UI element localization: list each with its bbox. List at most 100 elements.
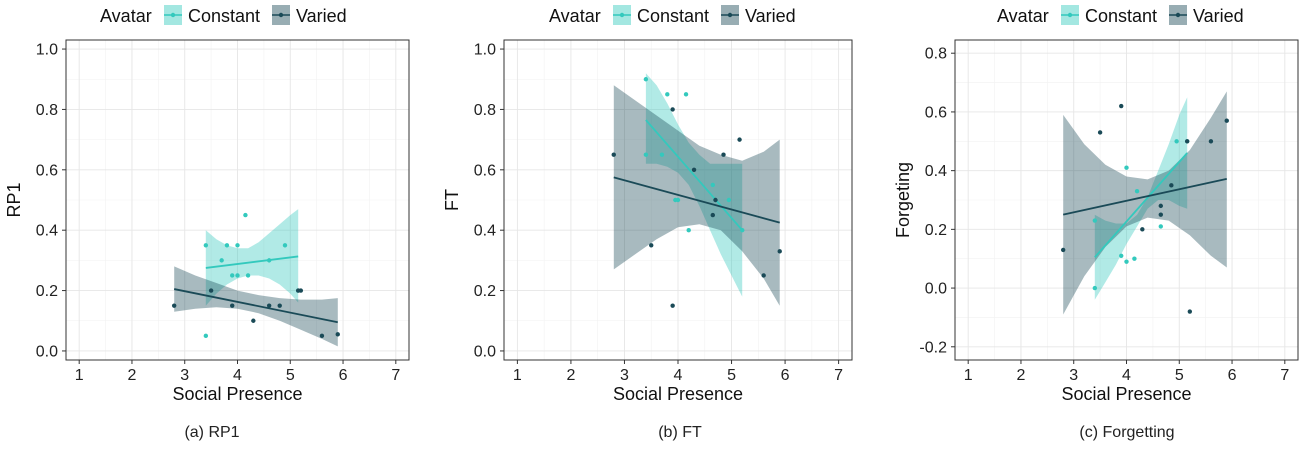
chart-panel-3: 1 2 3 4 5 6 7 -0.2 0.0 0.2 0.4 0.6 0.8 Social Presenc…: [893, 5, 1299, 441]
data-point-varied: [710, 212, 715, 218]
x-tick-label: 2: [566, 367, 575, 384]
chart-panel-1: 1 2 3 4 5 6 7 0.0 0.2 0.4 0.6 0.8 1.0 Social Presence…: [4, 5, 410, 441]
panel-caption: (a) RP1: [184, 424, 239, 441]
data-point-constant: [1174, 139, 1179, 144]
legend-label-constant: Constant: [188, 6, 260, 26]
data-point-constant: [643, 152, 649, 157]
data-point-varied: [691, 167, 697, 173]
y-tick-label: 1.0: [36, 42, 58, 59]
y-tick-label: 0.8: [36, 102, 58, 119]
confidence-band-constant: [1094, 97, 1188, 300]
data-point-varied: [1119, 103, 1124, 109]
panel-caption: (c) Forgetting: [1079, 424, 1174, 441]
legend-key-point: [1175, 12, 1181, 18]
data-point-constant: [219, 258, 224, 263]
data-point-constant: [1092, 218, 1098, 223]
data-point-varied: [1184, 139, 1190, 144]
data-point-constant: [1124, 259, 1129, 264]
x-axis-title: Social Presence: [172, 384, 302, 404]
x-tick-label: 2: [1017, 367, 1026, 384]
fit-line-constant: [645, 119, 743, 231]
data-point-varied: [713, 197, 718, 203]
data-point-varied: [721, 152, 726, 157]
data-point-varied: [1097, 130, 1103, 135]
confidence-band-constant: [645, 73, 743, 297]
y-tick-label: 1.0: [474, 42, 496, 59]
y-tick-label: 0.0: [36, 343, 58, 360]
data-point-constant: [1132, 256, 1137, 261]
data-point-constant: [683, 92, 689, 97]
data-point-varied: [1187, 309, 1193, 314]
confidence-band-varied: [1063, 91, 1227, 315]
legend-label-constant: Constant: [637, 6, 709, 26]
data-point-varied: [670, 303, 675, 308]
data-point-varied: [1224, 118, 1229, 123]
confidence-band-constant: [205, 209, 299, 306]
data-point-constant: [230, 273, 235, 278]
legend-label-varied: Varied: [745, 6, 796, 26]
major-grid: [66, 40, 409, 360]
data-point-varied: [611, 152, 616, 157]
fit-line-varied: [613, 176, 780, 224]
legend-key-point: [727, 12, 733, 18]
fit-line-constant: [205, 255, 299, 269]
y-axis-title: RP1: [4, 182, 24, 217]
x-tick-label: 6: [781, 367, 790, 384]
x-tick-label: 3: [620, 367, 629, 384]
y-tick-label: 0.4: [925, 163, 947, 180]
data-point-constant: [740, 227, 745, 233]
x-tick-label: 6: [1228, 367, 1237, 384]
x-tick-label: 4: [233, 367, 242, 384]
fit-line-varied: [173, 288, 338, 324]
data-point-varied: [777, 249, 782, 254]
legend-title: Avatar: [997, 6, 1049, 26]
data-point-constant: [245, 273, 251, 278]
x-tick-label: 4: [674, 367, 683, 384]
data-point-constant: [643, 77, 649, 82]
y-tick-label: 0.0: [474, 343, 496, 360]
x-tick-label: 1: [75, 367, 84, 384]
fit-line-varied: [1062, 177, 1227, 216]
data-point-varied: [230, 303, 235, 308]
y-axis-title: Forgeting: [893, 162, 913, 238]
x-tick-label: 5: [727, 367, 736, 384]
x-tick-label: 4: [1122, 367, 1131, 384]
x-axis-title: Social Presence: [613, 384, 743, 404]
y-tick-label: 0.2: [925, 222, 947, 239]
data-point-constant: [266, 258, 272, 263]
x-tick-label: 6: [339, 367, 348, 384]
major-grid: [955, 40, 1298, 360]
data-point-varied: [1140, 227, 1145, 232]
data-point-constant: [203, 243, 209, 248]
x-tick-label: 2: [128, 367, 137, 384]
x-tick-label: 5: [1175, 367, 1184, 384]
data-point-varied: [737, 137, 742, 142]
x-tick-label: 7: [391, 367, 400, 384]
data-point-varied: [1208, 139, 1214, 144]
data-point-constant: [203, 333, 209, 339]
x-tick-label: 1: [513, 367, 522, 384]
data-point-constant: [243, 212, 248, 218]
legend-label-varied: Varied: [1193, 6, 1244, 26]
data-point-constant: [675, 197, 681, 203]
x-tick-label: 7: [1280, 367, 1289, 384]
y-tick-label: 0.6: [925, 104, 947, 121]
legend-key-point: [619, 12, 625, 18]
data-point-varied: [761, 273, 766, 278]
data-point-constant: [1124, 165, 1129, 170]
x-tick-label: 7: [834, 367, 843, 384]
legend-title: Avatar: [549, 6, 601, 26]
data-point-varied: [171, 303, 177, 308]
y-tick-label: 0.2: [36, 283, 58, 300]
data-point-varied: [649, 243, 654, 248]
y-tick-label: 0.8: [474, 102, 496, 119]
data-point-constant: [1119, 253, 1124, 258]
data-point-varied: [1158, 203, 1164, 209]
data-point-varied: [335, 332, 340, 337]
panel-caption: (b) FT: [658, 424, 702, 441]
confidence-band-varied: [613, 85, 780, 306]
legend: Avatar Constant Varied: [549, 5, 796, 26]
x-tick-label: 3: [180, 367, 189, 384]
